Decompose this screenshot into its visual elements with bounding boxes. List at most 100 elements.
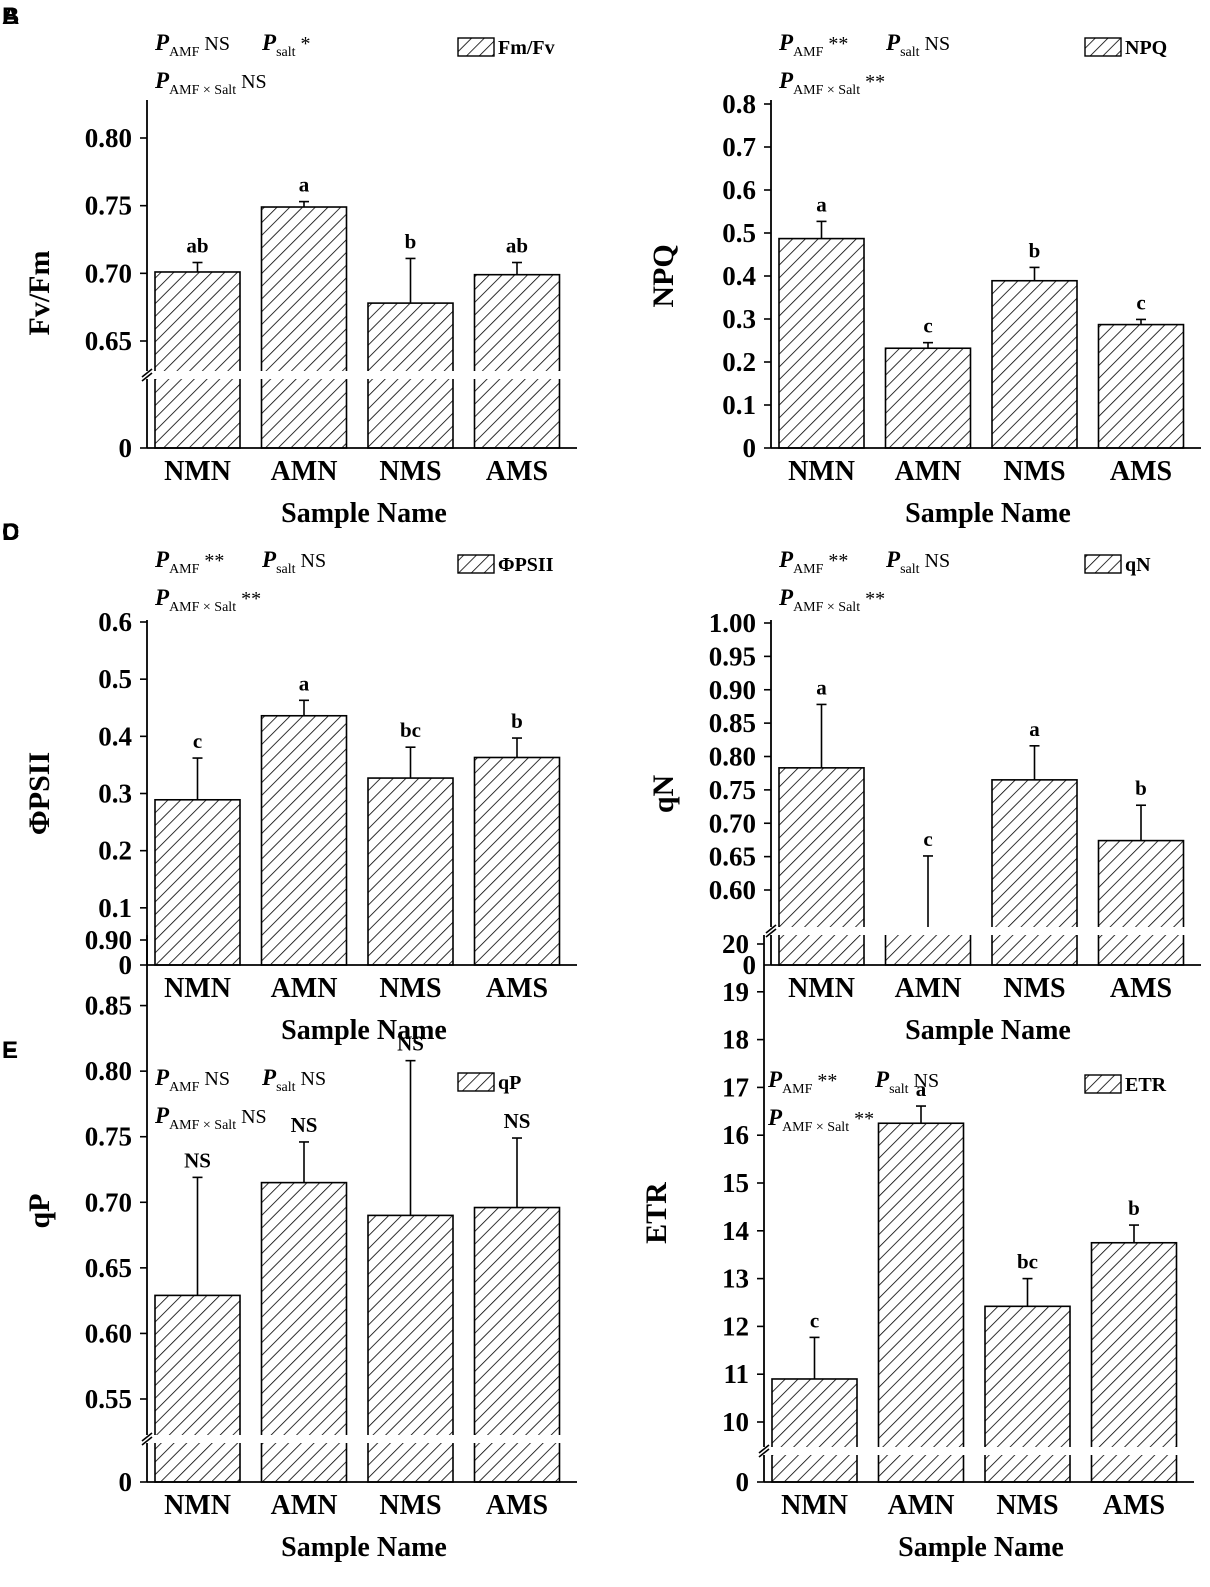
bar-NMS	[991, 779, 1078, 966]
legend-swatch	[1084, 37, 1122, 57]
significance-label: b	[1128, 1196, 1140, 1220]
y-tick-label-zero: 0	[119, 1467, 133, 1497]
legend-swatch	[1084, 554, 1122, 574]
panel-letter-C: C	[2, 519, 19, 546]
bar-NMN	[778, 767, 865, 966]
y-tick-label: 0.85	[85, 991, 132, 1021]
bar-NMS	[991, 279, 1078, 449]
y-tick-label: 0.6	[722, 175, 756, 205]
axis-break-mark	[141, 368, 153, 378]
bar-NMS	[984, 1305, 1071, 1483]
significance-label: bc	[400, 718, 421, 742]
bar-AMN	[884, 347, 972, 449]
significance-label: NS	[291, 1113, 318, 1137]
panel-D: DaNMNcAMNaNMSbAMS0.600.650.700.750.800.8…	[2, 519, 1201, 1046]
category-label: NMN	[164, 973, 231, 1004]
panel-A: Aab NMN a AMN b NMS ab AMS 0.65 0.70 0.75 0.80 0 Fv/F…	[2, 3, 577, 529]
y-tick-label: 19	[722, 977, 749, 1007]
legend-label: ETR	[1125, 1074, 1167, 1096]
significance-label: b	[1029, 238, 1041, 262]
y-tick-label: 0.75	[709, 775, 756, 805]
significance-label: c	[923, 314, 932, 338]
y-tick-label: 20	[722, 929, 749, 959]
axis-break-mark	[765, 928, 777, 938]
stat-amf: PAMF **	[154, 547, 224, 577]
legend-label: ΦPSII	[498, 554, 554, 576]
axis-break-mark	[765, 924, 777, 934]
axis-break-mark	[141, 1436, 153, 1446]
category-label: AMN	[895, 456, 962, 487]
y-tick-label: 0.4	[98, 721, 132, 751]
y-tick-label: 0.70	[85, 1187, 132, 1217]
significance-label: ab	[186, 234, 208, 258]
stat-salt: Psalt *	[261, 30, 311, 60]
x-axis-title: Sample Name	[905, 1015, 1071, 1046]
panel-letter-D: D	[2, 519, 19, 546]
category-label: NMN	[164, 1490, 231, 1521]
stat-salt: Psalt NS	[261, 1065, 326, 1095]
axis-break-mark	[141, 1432, 153, 1442]
category-label: AMS	[1110, 456, 1172, 487]
y-tick-label: 0.1	[98, 893, 132, 923]
y-tick-label: 10	[722, 1407, 749, 1437]
y-tick-label: 0	[743, 433, 757, 463]
y-tick-label: 11	[723, 1359, 749, 1389]
bar-NMN	[778, 237, 865, 449]
stat-interaction: PAMF × Salt NS	[154, 1103, 267, 1133]
y-tick-label: 0.90	[85, 925, 132, 955]
stat-salt: Psalt NS	[261, 547, 326, 577]
y-tick-label: 0.80	[85, 1056, 132, 1086]
y-tick-label: 0.70	[85, 258, 132, 288]
stat-interaction: PAMF × Salt **	[778, 68, 885, 98]
y-axis-title: ΦPSII	[23, 752, 56, 835]
bar-AMN	[884, 930, 972, 966]
significance-label: c	[923, 827, 932, 851]
category-label: NMS	[379, 456, 441, 487]
panel-F: Fc NMN a AMN bc NMS b AMS 10 11 12 13 14 15 16 17 18 19 20…	[2, 929, 1194, 1563]
bar-NMN	[154, 798, 241, 966]
bar-AMN	[260, 714, 348, 966]
y-tick-label: 0.90	[709, 675, 756, 705]
y-tick-label: 0.60	[85, 1318, 132, 1348]
stat-interaction: PAMF × Salt **	[778, 585, 885, 615]
legend-swatch	[1084, 1074, 1122, 1094]
y-tick-label: 0.70	[709, 808, 756, 838]
y-tick-label: 0.2	[98, 836, 132, 866]
y-tick-label-zero: 0	[736, 1467, 750, 1497]
stat-amf: PAMF NS	[154, 1065, 230, 1095]
y-tick-label: 0.80	[85, 123, 132, 153]
y-tick-label: 0.80	[709, 742, 756, 772]
x-axis-title: Sample Name	[905, 498, 1071, 529]
y-axis-title: ETR	[640, 1182, 673, 1244]
legend-label: Fm/Fv	[498, 37, 555, 59]
category-label: AMS	[486, 973, 548, 1004]
y-tick-label-zero: 0	[119, 433, 133, 463]
significance-label: a	[299, 173, 310, 197]
bar-NMN	[771, 1378, 858, 1483]
significance-label: c	[193, 729, 202, 753]
category-label: AMN	[888, 1490, 955, 1521]
legend-swatch	[457, 1072, 495, 1092]
category-label: AMN	[271, 1490, 338, 1521]
bar-NMS	[367, 777, 454, 966]
axis-break-mark	[758, 1448, 770, 1458]
axis-break-mark	[141, 372, 153, 382]
x-axis-title: Sample Name	[281, 1015, 447, 1046]
bar-AMN	[877, 1122, 965, 1483]
y-tick-label: 0.75	[85, 1122, 132, 1152]
legend-swatch	[457, 554, 495, 574]
category-label: NMS	[379, 1490, 441, 1521]
panel-E: E NS NMN NS AMN NS NMS NS AMS 0.55 0.60 0.65 0.70 0.7…	[2, 925, 577, 1563]
bar-NMN	[154, 271, 241, 449]
stat-salt: Psalt NS	[885, 30, 950, 60]
panel-B: BaNMNcAMNbNMScAMS00.10.20.30.40.50.60.70…	[2, 3, 1201, 529]
y-tick-label: 17	[722, 1072, 749, 1102]
significance-label: b	[405, 229, 417, 253]
significance-label: c	[810, 1308, 819, 1332]
y-tick-label-zero: 0	[743, 950, 757, 980]
significance-label: b	[1135, 776, 1147, 800]
y-tick-label: 0.6	[98, 607, 132, 637]
bar-AMS	[1090, 1241, 1178, 1483]
category-label: AMS	[1103, 1490, 1165, 1521]
stat-amf: PAMF **	[778, 547, 848, 577]
